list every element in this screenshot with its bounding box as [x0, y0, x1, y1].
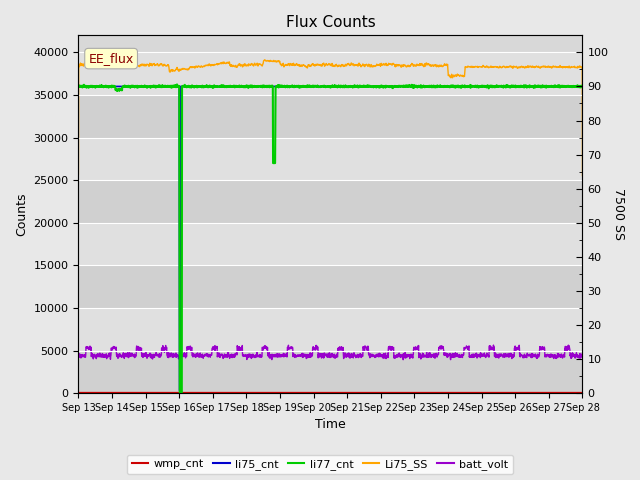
Bar	[79, 180, 582, 223]
Title: Flux Counts: Flux Counts	[285, 15, 375, 30]
Bar	[79, 223, 582, 265]
Text: EE_flux: EE_flux	[88, 52, 134, 65]
Bar	[79, 52, 582, 95]
Bar	[79, 95, 582, 138]
Bar	[79, 265, 582, 308]
Y-axis label: 7500 SS: 7500 SS	[612, 188, 625, 240]
Bar	[79, 308, 582, 350]
Legend: wmp_cnt, li75_cnt, li77_cnt, Li75_SS, batt_volt: wmp_cnt, li75_cnt, li77_cnt, Li75_SS, ba…	[127, 455, 513, 474]
Bar	[79, 138, 582, 180]
Y-axis label: Counts: Counts	[15, 192, 28, 236]
Bar	[79, 350, 582, 393]
X-axis label: Time: Time	[315, 419, 346, 432]
